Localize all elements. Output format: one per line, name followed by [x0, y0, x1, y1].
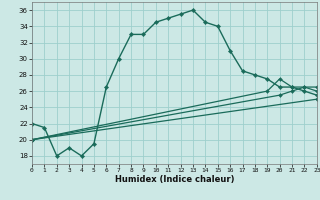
X-axis label: Humidex (Indice chaleur): Humidex (Indice chaleur): [115, 175, 234, 184]
